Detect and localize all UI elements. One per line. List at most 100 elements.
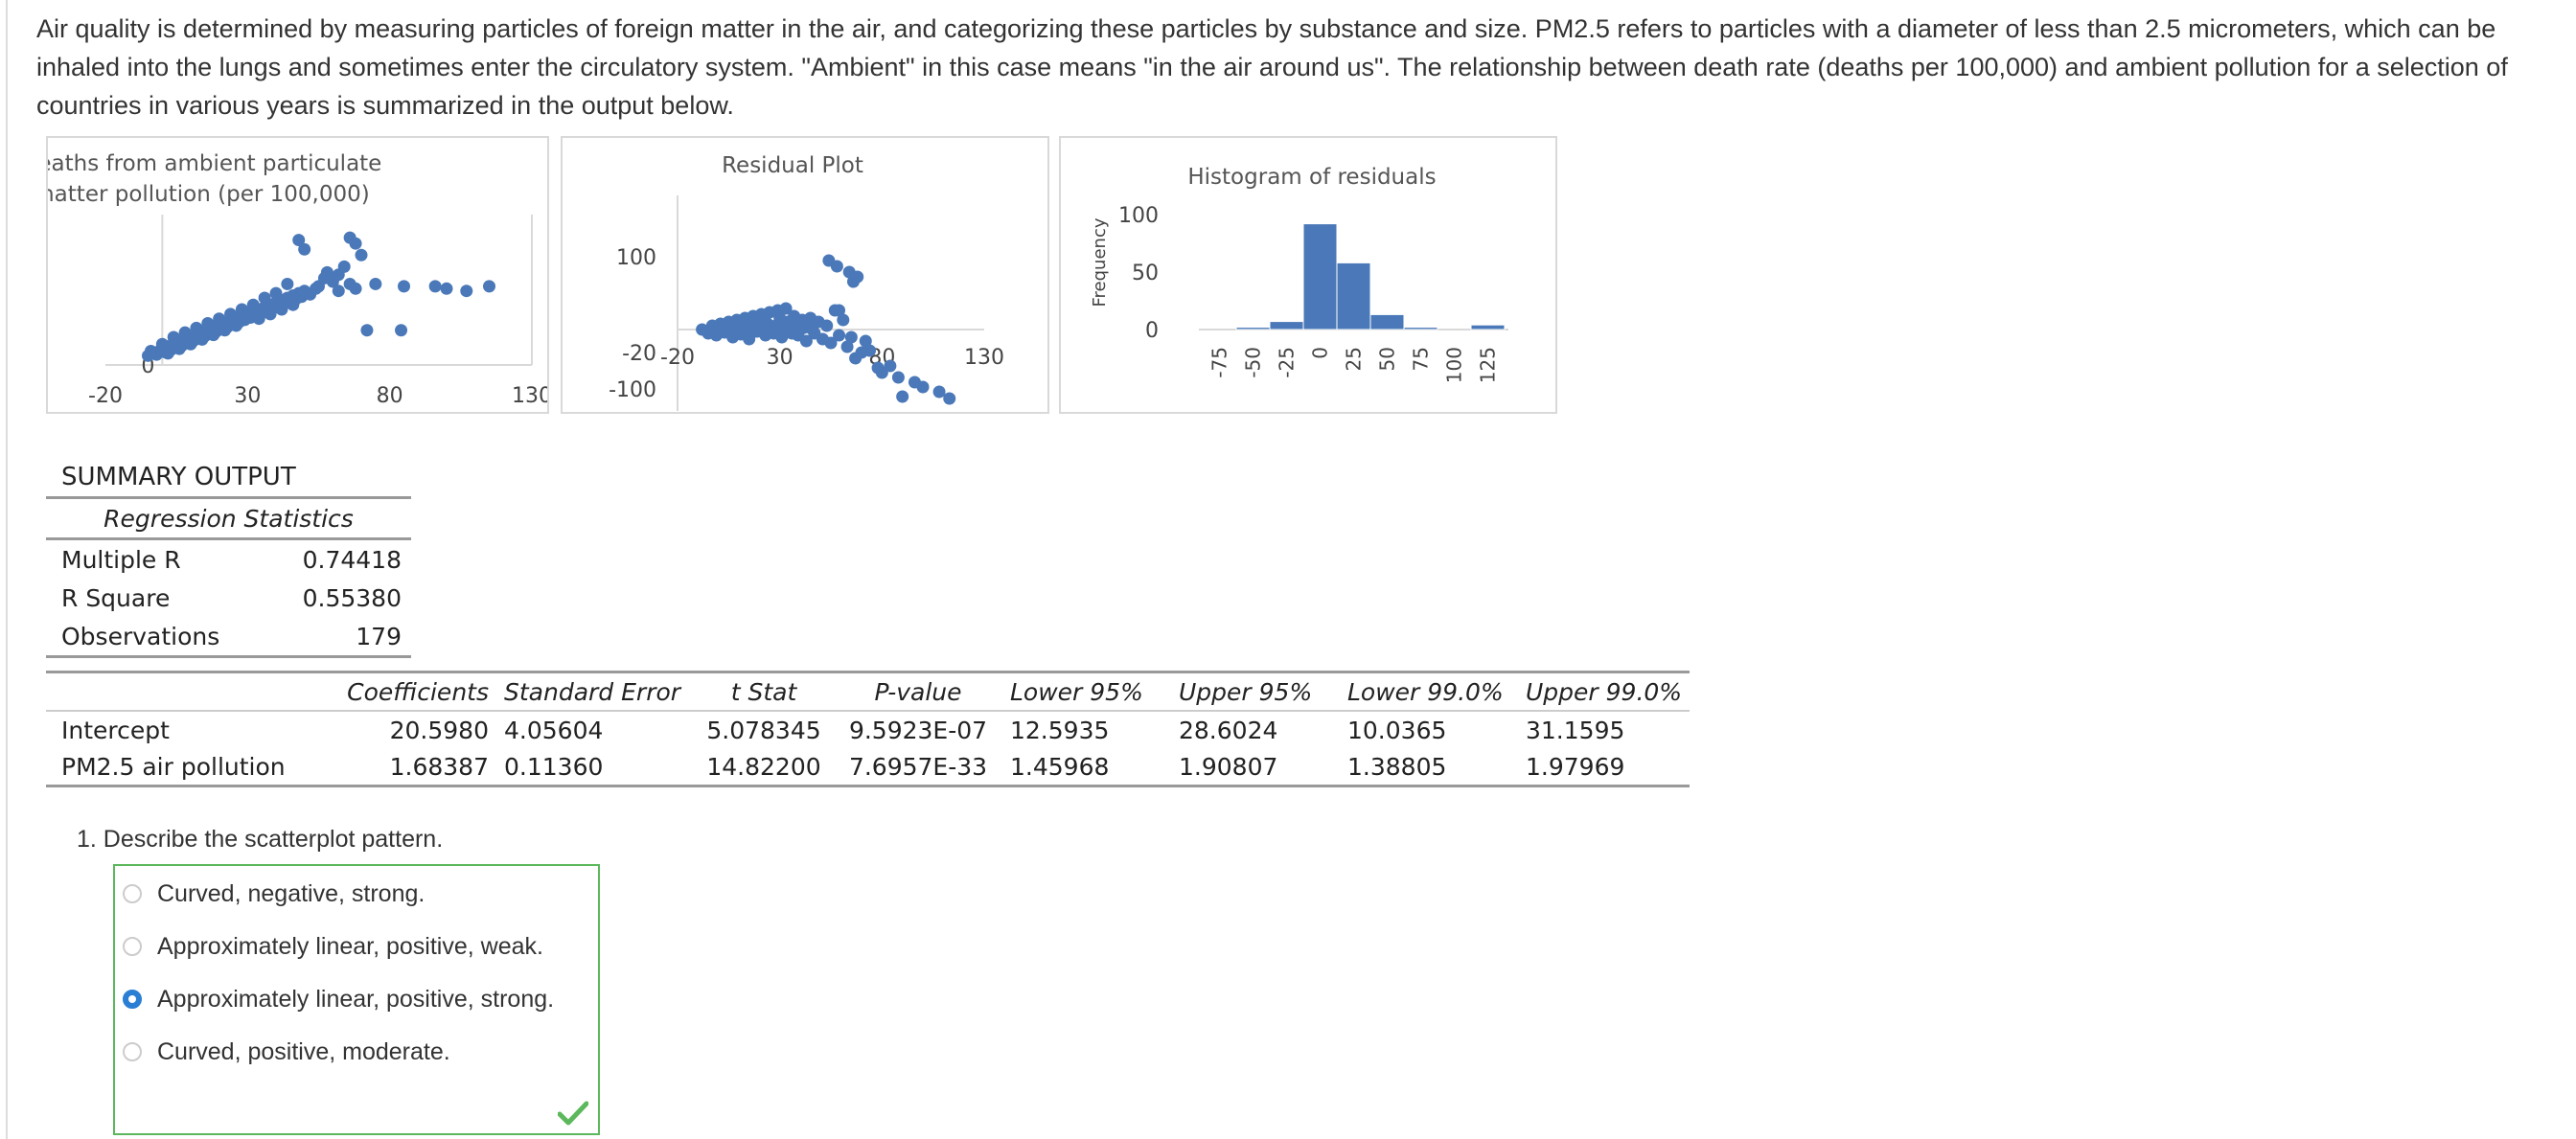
column-header: t Stat	[694, 671, 834, 712]
answer-option-label: Approximately linear, positive, weak.	[157, 932, 543, 960]
data-point	[320, 265, 334, 279]
x-tick-label: 30	[767, 346, 794, 370]
x-tick-label: 130	[964, 346, 1004, 370]
data-point	[190, 321, 203, 334]
chart-title: matter pollution (per 100,000)	[48, 182, 370, 207]
regression-statistics-table: Regression Statistics Multiple R 0.74418…	[46, 496, 411, 658]
answer-option-label: Approximately linear, positive, strong.	[157, 985, 555, 1013]
answer-option[interactable]: Approximately linear, positive, strong.	[123, 980, 554, 1018]
table-row: R Square 0.55380	[46, 579, 411, 617]
table-cell: 1.97969	[1518, 748, 1690, 787]
table-cell: 1.45968	[1002, 748, 1171, 787]
row-label: Intercept	[61, 716, 170, 744]
data-point	[201, 317, 215, 330]
data-point	[799, 334, 813, 348]
stat-label: Multiple R	[61, 545, 181, 574]
answer-option-label: Curved, positive, moderate.	[157, 1037, 450, 1065]
table-cell: 10.0365	[1347, 716, 1447, 744]
data-point	[398, 280, 410, 293]
answer-option[interactable]: Curved, negative, strong.	[123, 875, 425, 913]
table-cell: 4.05604	[504, 716, 604, 744]
data-point	[916, 380, 930, 394]
x-tick-label: 30	[234, 384, 261, 408]
data-point	[298, 242, 311, 256]
data-point	[712, 325, 725, 338]
data-point	[884, 359, 897, 373]
x-tick-label: 100	[1443, 347, 1466, 383]
data-point	[369, 277, 382, 290]
table-row: Intercept 20.5980 4.05604 5.078345 9.592…	[46, 711, 1690, 748]
data-point	[863, 344, 877, 357]
x-tick-label: 75	[1410, 347, 1433, 371]
x-tick-label: 80	[377, 384, 403, 408]
answer-option-label: Curved, negative, strong.	[157, 879, 426, 907]
data-point	[337, 260, 351, 273]
table-cell: 9.5923E-07	[848, 716, 988, 744]
histogram-bar	[1369, 313, 1405, 330]
data-point	[943, 392, 956, 405]
data-point	[172, 342, 186, 355]
table-cell: 7.6957E-33	[834, 748, 1002, 787]
data-point	[837, 313, 850, 327]
checkmark-icon	[558, 1101, 588, 1126]
summary-output: SUMMARY OUTPUT Regression Statistics Mul…	[46, 458, 411, 658]
table-row: Multiple R 0.74418	[46, 539, 411, 580]
y-tick-label: -100	[609, 378, 656, 402]
question-prompt: 1. Describe the scatterplot pattern.	[77, 826, 444, 853]
summary-title: SUMMARY OUTPUT	[61, 463, 296, 491]
stat-value: 0.55380	[302, 583, 402, 612]
coefficients-output: Coefficients Standard Error t Stat P-val…	[46, 671, 1690, 787]
intro-paragraph: Air quality is determined by measuring p…	[36, 14, 2508, 120]
x-tick-label: 50	[1376, 347, 1399, 371]
histogram-bar	[1336, 262, 1371, 330]
data-point	[840, 340, 854, 353]
data-point	[264, 308, 277, 321]
data-point	[833, 304, 846, 317]
column-header: Upper 99.0%	[1518, 671, 1690, 712]
answer-option[interactable]: Curved, positive, moderate.	[123, 1033, 450, 1071]
data-point	[184, 337, 197, 351]
coefficients-table: Coefficients Standard Error t Stat P-val…	[46, 671, 1690, 787]
data-point	[281, 277, 294, 290]
data-point	[258, 291, 271, 305]
data-point	[332, 285, 345, 298]
radio-button[interactable]	[123, 1042, 142, 1061]
stat-label: R Square	[61, 583, 171, 612]
data-point	[355, 248, 368, 262]
radio-button-selected[interactable]	[123, 990, 142, 1009]
column-header: Lower 95%	[1002, 671, 1171, 712]
data-point	[287, 298, 300, 311]
x-tick-label: -75	[1208, 347, 1231, 378]
table-row: PM2.5 air pollution 1.68387 0.11360 14.8…	[46, 748, 1690, 787]
y-tick-label: 100	[1118, 204, 1159, 228]
answer-option[interactable]: Approximately linear, positive, weak.	[123, 927, 543, 966]
data-point	[851, 270, 864, 284]
data-point	[275, 303, 288, 316]
histogram-bar	[1470, 324, 1506, 330]
radio-button[interactable]	[123, 937, 142, 956]
data-point	[167, 330, 180, 344]
data-point	[824, 336, 838, 350]
data-point	[896, 390, 909, 403]
radio-button[interactable]	[123, 884, 142, 903]
table-cell: 1.68387	[323, 748, 496, 787]
column-header: Lower 99.0%	[1340, 671, 1518, 712]
stat-label: Observations	[46, 617, 277, 658]
x-tick-label: -50	[1242, 347, 1265, 378]
table-cell: 28.6024	[1179, 716, 1278, 744]
row-label: PM2.5 air pollution	[46, 748, 323, 787]
page-left-border	[6, 0, 8, 1139]
y-tick-label: 50	[1132, 262, 1159, 285]
regression-statistics-header: Regression Statistics	[46, 496, 411, 540]
data-point	[440, 282, 453, 295]
coefficients-header-row: Coefficients Standard Error t Stat P-val…	[46, 671, 1690, 712]
data-point	[820, 319, 834, 332]
table-cell: 14.82200	[694, 748, 834, 787]
data-point	[833, 329, 846, 342]
data-point	[891, 371, 905, 384]
x-tick-label: -20	[660, 346, 695, 370]
chart-title: Residual Plot	[722, 153, 863, 178]
data-point	[229, 319, 242, 332]
data-point	[844, 330, 858, 344]
data-point	[246, 298, 260, 311]
